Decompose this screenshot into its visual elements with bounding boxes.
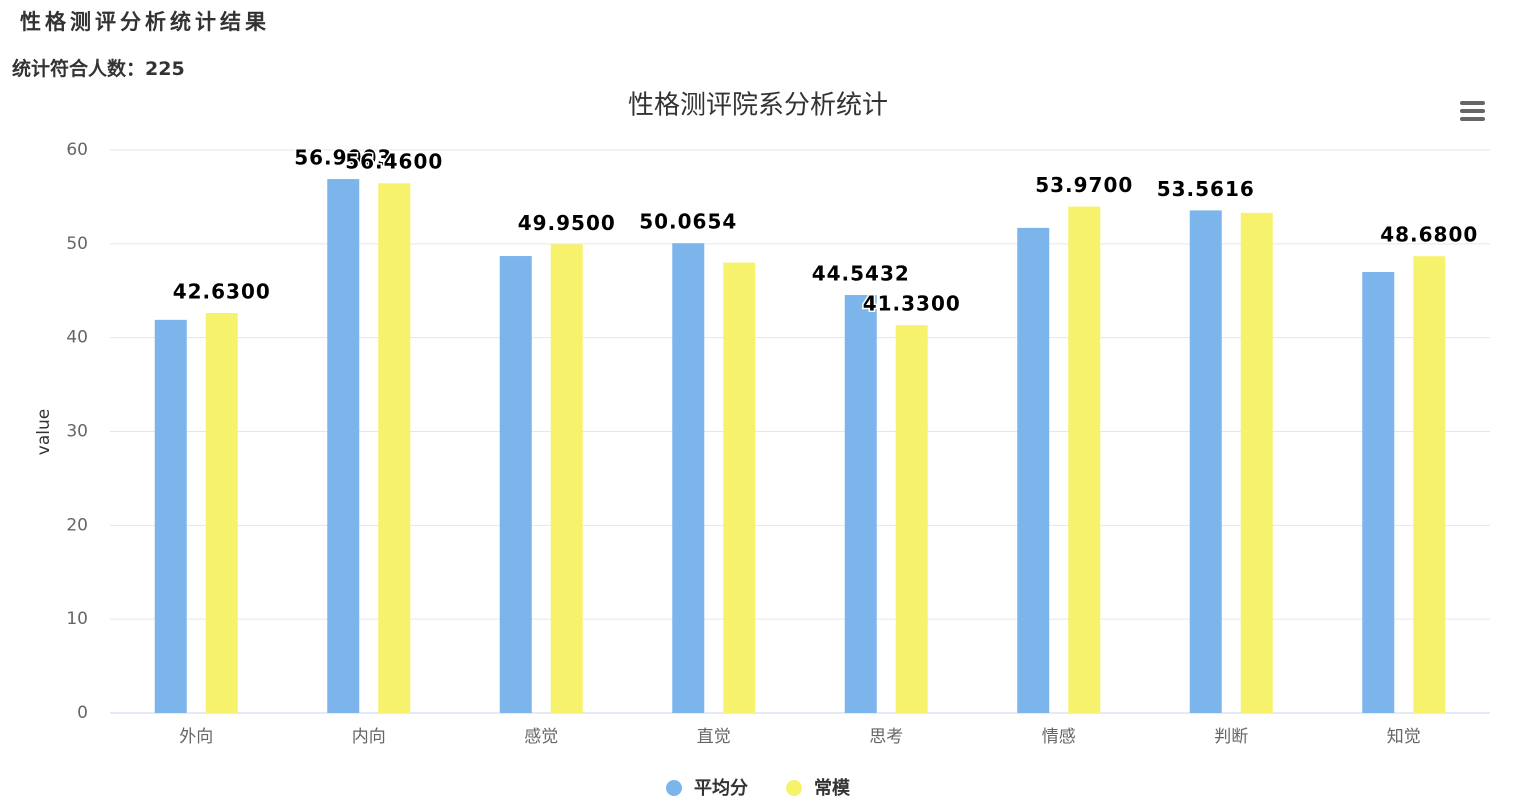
bar (205, 312, 238, 713)
bar (327, 179, 360, 714)
data-label: 41.3300 (863, 292, 961, 316)
bar (844, 295, 877, 713)
bar (154, 319, 187, 713)
y-tick-label: 0 (77, 703, 88, 723)
bar (1240, 212, 1273, 713)
x-tick-label: 外向 (179, 727, 213, 747)
chart-title: 性格测评院系分析统计 (628, 91, 888, 121)
data-label: 53.5616 (1157, 177, 1255, 201)
page-heading: 性格测评分析统计结果 (20, 10, 270, 34)
bar (1413, 256, 1446, 713)
data-label: 50.0654 (639, 210, 737, 234)
data-label: 53.9700 (1035, 173, 1133, 197)
bar (499, 256, 532, 713)
bar (672, 243, 705, 713)
bar (1189, 210, 1222, 714)
x-tick-label: 内向 (352, 727, 386, 747)
x-tick-label: 知觉 (1387, 727, 1421, 747)
bar (1017, 227, 1050, 714)
y-tick-label: 50 (66, 234, 88, 254)
data-label: 48.6800 (1380, 223, 1478, 247)
data-label: 42.6300 (173, 279, 271, 303)
x-tick-label: 判断 (1214, 727, 1248, 747)
x-tick-label: 感觉 (524, 727, 558, 747)
y-tick-label: 60 (66, 140, 88, 160)
legend-marker (786, 780, 802, 796)
data-label: 56.9003 (294, 146, 392, 170)
legend-label: 常模 (814, 777, 851, 799)
y-tick-label: 40 (66, 328, 88, 348)
y-tick-label: 10 (66, 609, 88, 629)
menu-button[interactable] (1460, 101, 1485, 121)
y-axis-title: value (34, 409, 54, 455)
x-tick-label: 直觉 (697, 727, 731, 747)
data-label: 44.5432 (812, 262, 910, 286)
legend-label: 平均分 (694, 777, 748, 799)
bar (1362, 271, 1395, 713)
y-tick-label: 30 (66, 422, 88, 442)
bar (723, 262, 756, 713)
bar (1068, 206, 1101, 714)
legend-marker (666, 780, 682, 796)
data-label: 56.4600 (345, 150, 443, 174)
x-tick-label: 情感 (1042, 727, 1076, 747)
y-tick-label: 20 (66, 515, 88, 535)
data-label: 49.9500 (518, 211, 616, 235)
bar (550, 244, 583, 714)
x-tick-label: 思考 (869, 727, 903, 747)
summary: 统计符合人数：225 (12, 58, 185, 80)
bar (378, 183, 411, 714)
bar (895, 325, 928, 713)
